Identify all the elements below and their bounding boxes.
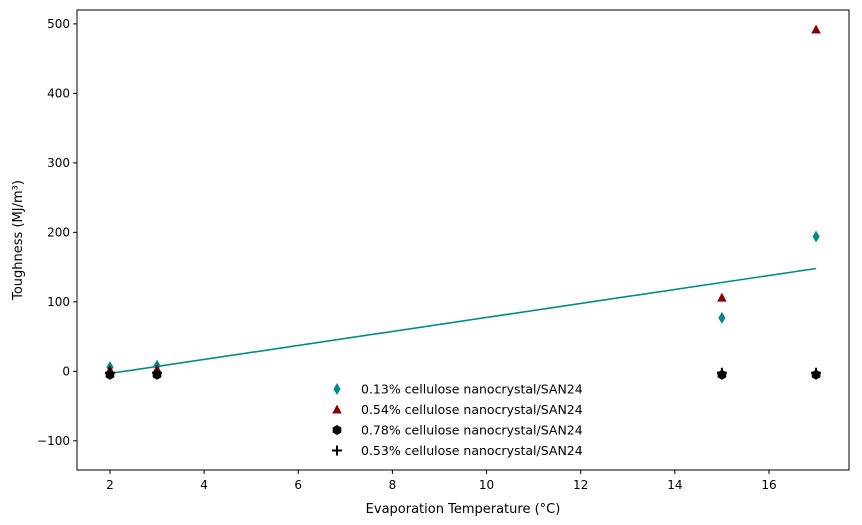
data-point-series-4: [716, 367, 727, 378]
x-tick-label: 16: [761, 478, 776, 492]
data-point-series-4: [104, 367, 115, 378]
data-point-series-4: [152, 367, 163, 378]
y-tick-label: 200: [47, 225, 70, 239]
x-tick-label: 4: [200, 478, 208, 492]
legend-label: 0.13% cellulose nanocrystal/SAN24: [361, 382, 583, 397]
plot-marks: [104, 24, 822, 380]
plot-frame: [76, 9, 850, 471]
legend-label: 0.78% cellulose nanocrystal/SAN24: [361, 423, 583, 438]
legend-label: 0.53% cellulose nanocrystal/SAN24: [361, 443, 583, 458]
x-tick-label: 6: [294, 478, 302, 492]
legend-marker: [332, 404, 342, 414]
x-tick-label: 2: [106, 478, 114, 492]
y-axis-label: Toughness (MJ/m³): [11, 180, 26, 301]
y-tick-label: 400: [47, 86, 70, 100]
legend: 0.13% cellulose nanocrystal/SAN24 0.54% c…: [332, 382, 583, 458]
legend-marker: [333, 383, 341, 395]
data-point-series-1: [718, 311, 726, 324]
data-point-series-2: [811, 24, 821, 34]
legend-marker: [332, 445, 342, 456]
data-point-series-1: [812, 230, 820, 243]
y-tick-label: 300: [47, 156, 70, 170]
x-axis-label: Evaporation Temperature (°C): [366, 502, 561, 517]
data-point-series-2: [717, 292, 727, 302]
y-tick-label: 500: [47, 17, 70, 31]
x-tick-label: 14: [667, 478, 682, 492]
y-tick-label: 0: [62, 364, 70, 378]
x-axis-ticks: 2 4 6 8 10 12 14 16: [106, 470, 777, 492]
x-tick-label: 12: [573, 478, 588, 492]
legend-marker: [332, 425, 342, 435]
legend-label: 0.54% cellulose nanocrystal/SAN24: [361, 402, 583, 417]
x-tick-label: 10: [479, 478, 494, 492]
y-tick-label: −100: [37, 434, 70, 448]
fit-line: [109, 267, 817, 375]
x-tick-label: 8: [389, 478, 397, 492]
data-point-series-4: [811, 367, 822, 378]
y-axis-ticks: −100 0 100 200 300 400 500: [37, 17, 77, 448]
y-tick-label: 100: [47, 295, 70, 309]
